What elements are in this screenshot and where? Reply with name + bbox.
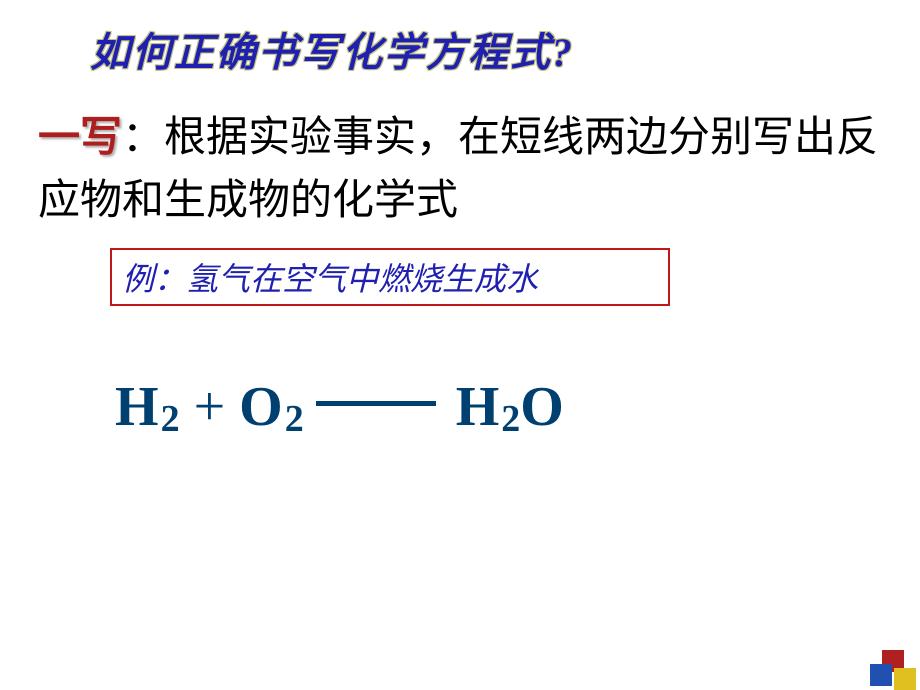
step-description: 一写：根据实验事实，在短线两边分别写出反应物和生成物的化学式	[38, 105, 882, 231]
step-text: 根据实验事实，在短线两边分别写出反应物和生成物的化学式	[38, 113, 878, 223]
example-text: 例：氢气在空气中燃烧生成水	[122, 261, 538, 297]
logo-square-blue	[870, 664, 892, 686]
page-title: 如何正确书写化学方程式?	[90, 20, 574, 78]
product-base2: O	[520, 375, 564, 439]
reactant2-sub: 2	[285, 397, 304, 441]
corner-logo-icon	[870, 650, 920, 690]
step-colon: ：	[122, 113, 164, 160]
example-box: 例：氢气在空气中燃烧生成水	[110, 248, 670, 306]
product-base1: H	[456, 375, 500, 439]
plus-sign: +	[194, 375, 226, 439]
chemical-equation: H2 + O2 H2O	[115, 375, 564, 439]
equation-line	[316, 401, 436, 406]
step-label: 一写	[38, 113, 122, 160]
reactant1-base: H	[115, 375, 159, 439]
product-sub: 2	[501, 397, 520, 441]
logo-square-yellow	[894, 668, 916, 690]
reactant1-sub: 2	[161, 397, 180, 441]
reactant2-base: O	[239, 375, 283, 439]
